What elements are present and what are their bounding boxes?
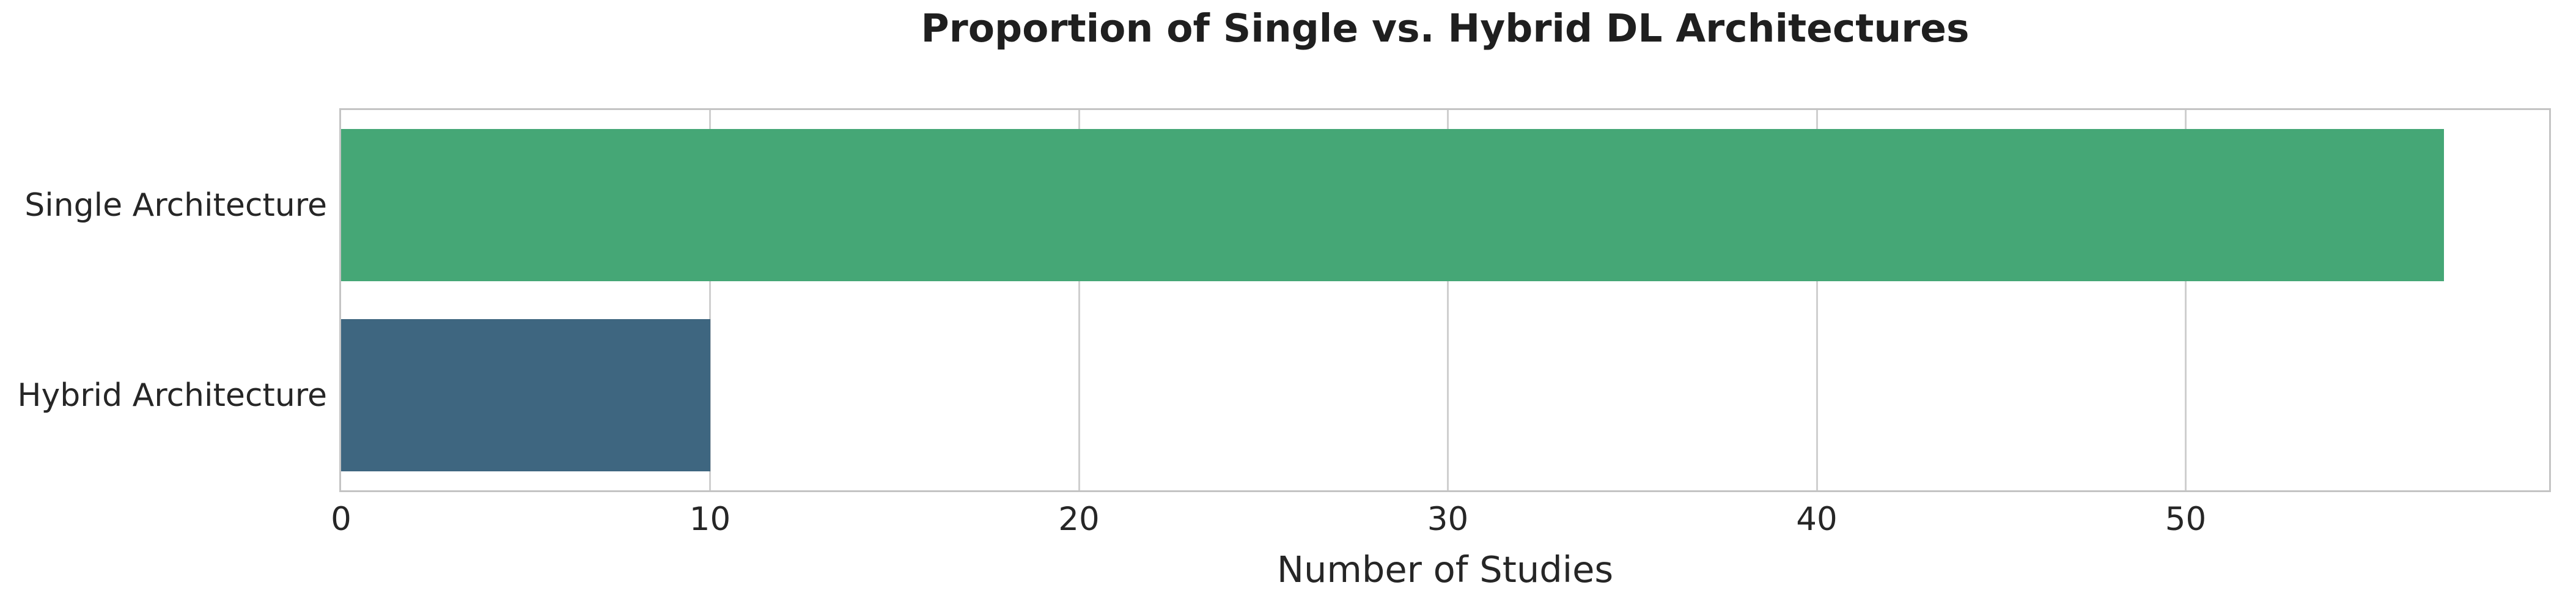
chart-title: Proportion of Single vs. Hybrid DL Archi…	[921, 6, 1970, 51]
bar-hybrid-architecture	[341, 319, 710, 471]
x-axis-label: Number of Studies	[1276, 548, 1614, 591]
x-tick-label-10: 10	[689, 501, 731, 538]
gridline-x-30	[1447, 110, 1449, 490]
gridline-x-10	[709, 110, 711, 490]
plot-area	[339, 108, 2551, 492]
x-tick-label-40: 40	[1796, 501, 1838, 538]
gridline-x-20	[1078, 110, 1080, 490]
x-tick-label-30: 30	[1427, 501, 1469, 538]
y-tick-label-1: Hybrid Architecture	[17, 377, 327, 414]
bars-layer	[341, 110, 2549, 490]
bar-single-architecture	[341, 129, 2444, 281]
x-tick-label-20: 20	[1058, 501, 1100, 538]
x-tick-label-0: 0	[331, 501, 351, 538]
x-tick-label-50: 50	[2165, 501, 2207, 538]
gridline-x-40	[1816, 110, 1818, 490]
y-tick-label-0: Single Architecture	[24, 186, 327, 224]
gridlines-layer	[341, 110, 2549, 490]
gridline-x-50	[2185, 110, 2187, 490]
